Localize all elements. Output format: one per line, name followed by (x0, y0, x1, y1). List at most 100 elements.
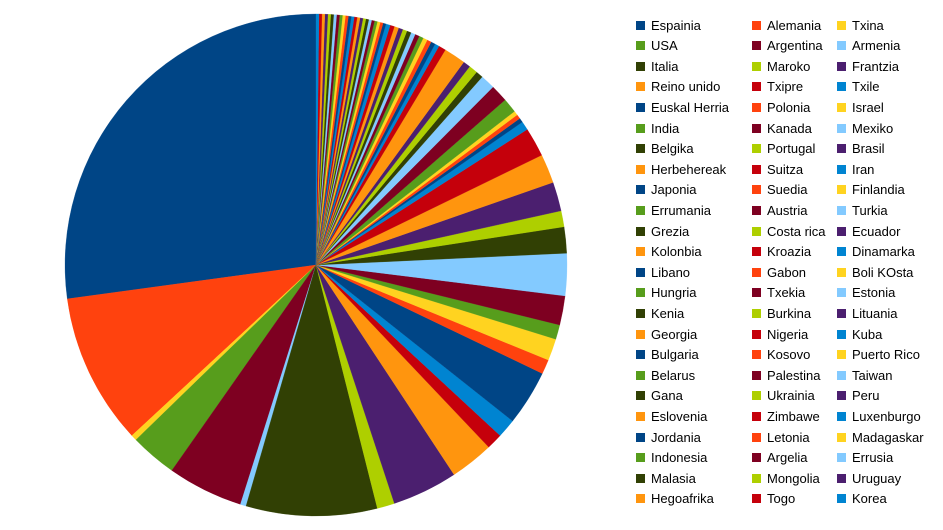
legend-swatch (752, 370, 761, 380)
legend-item: Jordania (636, 427, 701, 447)
legend-label: Herbehereak (651, 161, 727, 177)
legend-swatch (636, 267, 645, 277)
legend-item: Libano (636, 262, 690, 282)
legend-swatch (752, 102, 761, 112)
legend-label: USA (651, 38, 678, 54)
legend-label: Errusia (852, 450, 894, 466)
legend-label: Austria (767, 202, 808, 218)
legend-swatch (837, 61, 846, 71)
legend-item: Israel (837, 97, 884, 117)
legend-label: Jordania (651, 429, 701, 445)
legend-item: Argelia (752, 448, 807, 468)
legend-label: Dinamarka (852, 244, 915, 260)
legend-item: Errusia (837, 448, 893, 468)
legend-swatch (837, 164, 846, 174)
legend-swatch (752, 82, 761, 92)
legend-swatch (837, 288, 846, 298)
legend-item: Txile (837, 77, 879, 97)
legend-item: Georgia (636, 324, 697, 344)
legend-swatch (752, 288, 761, 298)
legend-label: Suedia (767, 182, 808, 198)
legend-label: Costa rica (767, 223, 826, 239)
legend-swatch (837, 411, 846, 421)
legend-label: Malasia (651, 470, 696, 486)
legend-label: Eslovenia (651, 408, 708, 424)
legend-item: Mexiko (837, 118, 893, 138)
legend-item: Kuba (837, 324, 882, 344)
legend-item: Dinamarka (837, 242, 915, 262)
legend-swatch (636, 61, 645, 71)
legend-item: Bulgaria (636, 345, 699, 365)
legend-item: Txipre (752, 77, 803, 97)
legend-swatch (752, 308, 761, 318)
legend-item: Eslovenia (636, 406, 707, 426)
legend-label: India (651, 120, 680, 136)
legend-item: Letonia (752, 427, 810, 447)
legend-label: Frantzia (852, 58, 899, 74)
legend-item: Kenia (636, 303, 684, 323)
legend-label: Kanada (767, 120, 812, 136)
legend-swatch (636, 329, 645, 339)
legend-swatch (636, 144, 645, 154)
legend-swatch (837, 226, 846, 236)
legend-swatch (837, 205, 846, 215)
legend-label: Korea (852, 491, 887, 507)
legend-item: Argentina (752, 36, 823, 56)
legend-label: Italia (651, 58, 679, 74)
legend-item: USA (636, 36, 678, 56)
legend-item: Herbehereak (636, 159, 726, 179)
legend-item: Txekia (752, 283, 805, 303)
legend-label: Togo (767, 491, 796, 507)
legend-label: Alemania (767, 17, 822, 33)
legend-label: Uruguay (852, 470, 902, 486)
legend-swatch (752, 494, 761, 504)
legend-item: Reino unido (636, 77, 720, 97)
legend-swatch (752, 432, 761, 442)
legend-item: Lituania (837, 303, 898, 323)
legend-swatch (837, 432, 846, 442)
legend-swatch (837, 102, 846, 112)
legend-label: Kuba (852, 326, 883, 342)
legend-label: Nigeria (767, 326, 809, 342)
legend-item: Kolonbia (636, 242, 702, 262)
legend-label: Kenia (651, 305, 685, 321)
legend-item: Polonia (752, 97, 810, 117)
legend-label: Taiwan (852, 367, 893, 383)
legend-item: Hungria (636, 283, 697, 303)
legend-item: Italia (636, 56, 678, 76)
legend-swatch (636, 432, 645, 442)
legend-item: Togo (752, 489, 795, 509)
legend-label: Peru (852, 388, 880, 404)
legend-swatch (636, 473, 645, 483)
legend-item: Alemania (752, 15, 821, 35)
pie-slice-espainia (64, 13, 317, 300)
legend-item: Uruguay (837, 468, 901, 488)
legend-swatch (752, 473, 761, 483)
legend-swatch (636, 247, 645, 257)
legend-label: Gana (651, 388, 683, 404)
legend-label: Argentina (767, 38, 823, 54)
legend-swatch (752, 350, 761, 360)
legend-label: Zimbawe (767, 408, 820, 424)
legend-swatch (636, 205, 645, 215)
legend-label: Polonia (767, 99, 811, 115)
legend-swatch (752, 20, 761, 30)
legend-label: Libano (651, 264, 691, 280)
legend-item: Turkia (837, 200, 888, 220)
legend-item: Indonesia (636, 448, 707, 468)
legend-label: Puerto Rico (852, 347, 920, 363)
legend-label: Letonia (767, 429, 810, 445)
legend-label: Bulgaria (651, 347, 699, 363)
legend-swatch (752, 453, 761, 463)
legend-item: Belarus (636, 365, 695, 385)
legend-item: Iran (837, 159, 874, 179)
legend-item: India (636, 118, 679, 138)
legend-item: Puerto Rico (837, 345, 920, 365)
legend-swatch (837, 370, 846, 380)
legend-item: Espainia (636, 15, 701, 35)
legend-label: Mongolia (767, 470, 820, 486)
legend-swatch (837, 185, 846, 195)
legend-label: Japonia (651, 182, 697, 198)
legend-label: Gabon (767, 264, 807, 280)
